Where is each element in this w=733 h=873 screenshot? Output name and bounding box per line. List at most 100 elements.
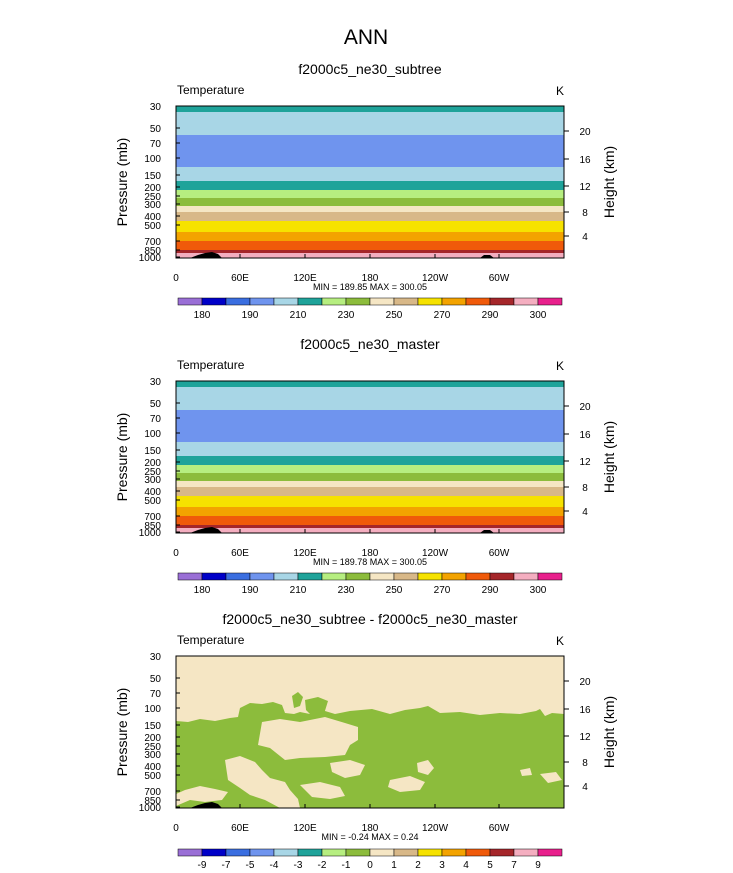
- colorbar-label: 2: [415, 860, 421, 871]
- band: [176, 496, 564, 507]
- colorbar-label: -5: [246, 860, 255, 871]
- band: [176, 507, 564, 516]
- pressure-tick: 500: [144, 221, 161, 232]
- pressure-tick: 150: [144, 446, 161, 457]
- colorbar-label: -3: [294, 860, 303, 871]
- band: [176, 190, 564, 198]
- colorbar-label: 190: [242, 585, 259, 596]
- height-tick: 16: [579, 155, 591, 166]
- colorbar-swatch: [393, 297, 419, 306]
- pressure-tick: 850: [144, 796, 161, 807]
- colorbar-swatch: [177, 572, 203, 581]
- band: [176, 516, 564, 525]
- topography: [190, 527, 222, 533]
- band: [176, 241, 564, 250]
- diff-region: [258, 717, 358, 760]
- colorbar-label: 230: [338, 310, 355, 321]
- pressure-tick: 200: [144, 733, 161, 744]
- colorbar-swatch: [345, 848, 371, 857]
- panel-master: f2000c5_ne30_master Temperature K 30 50: [114, 336, 617, 596]
- x-axis: 0 60E 120E 180 120W 60W: [173, 804, 510, 834]
- x-tick: 60E: [231, 548, 249, 559]
- band: [176, 250, 564, 253]
- pressure-tick: 700: [144, 787, 161, 798]
- colorbar-label: -1: [342, 860, 351, 871]
- x-tick: 120E: [293, 823, 317, 834]
- band: [176, 232, 564, 241]
- x-tick: 120E: [293, 548, 317, 559]
- colorbar-label: 190: [242, 310, 259, 321]
- contour-field: [176, 656, 564, 808]
- pressure-tick: 30: [150, 102, 162, 113]
- colorbar-label: 290: [482, 585, 499, 596]
- height-tick: 4: [582, 232, 588, 243]
- colorbar-swatch: [465, 572, 491, 581]
- y-axis-right: 20 16 12 8 4: [564, 677, 591, 793]
- topography: [480, 255, 494, 258]
- pressure-tick: 100: [144, 704, 161, 715]
- colorbar-swatch: [273, 297, 299, 306]
- y-axis-right-label: Height (km): [601, 421, 617, 493]
- band: [176, 181, 564, 190]
- y-axis-label: Pressure (mb): [114, 413, 130, 502]
- band: [176, 112, 564, 135]
- pressure-tick: 50: [150, 399, 162, 410]
- pressure-tick: 1000: [139, 803, 162, 814]
- colorbar-swatch: [441, 572, 467, 581]
- y-axis-left: 30 50 70 100 150 200 250 300 400 500 700…: [139, 377, 180, 539]
- colorbar-swatch: [297, 297, 323, 306]
- colorbar-label: 180: [194, 585, 211, 596]
- colorbar-swatch: [273, 572, 299, 581]
- pressure-tick: 500: [144, 496, 161, 507]
- colorbar-swatch: [369, 848, 395, 857]
- height-tick: 12: [579, 182, 591, 193]
- colorbar-label: 0: [367, 860, 373, 871]
- colorbar-swatch: [441, 848, 467, 857]
- units-label: K: [556, 634, 564, 648]
- page-title: ANN: [344, 26, 388, 49]
- colorbar-label: 210: [290, 585, 307, 596]
- colorbar: 180 190 210 230 250 270 290 300: [177, 297, 563, 321]
- colorbar-label: 180: [194, 310, 211, 321]
- colorbar-label: -7: [222, 860, 231, 871]
- y-axis-right-label: Height (km): [601, 696, 617, 768]
- colorbar-label: 210: [290, 310, 307, 321]
- y-axis-right-label: Height (km): [601, 146, 617, 218]
- topography: [190, 252, 222, 258]
- y-axis-label: Pressure (mb): [114, 688, 130, 777]
- x-tick: 120W: [422, 273, 449, 284]
- pressure-tick: 850: [144, 521, 161, 532]
- band: [176, 212, 564, 221]
- panel-subtree: f2000c5_ne30_subtree Temperature K 30 50: [114, 61, 617, 321]
- pressure-tick: 500: [144, 771, 161, 782]
- colorbar-swatch: [249, 572, 275, 581]
- band: [176, 481, 564, 487]
- colorbar-label: 250: [386, 310, 403, 321]
- colorbar-swatch: [273, 848, 299, 857]
- colorbar-swatch: [489, 848, 515, 857]
- band: [176, 381, 564, 387]
- x-axis: 0 60E 120E 180 120W 60W: [173, 254, 510, 284]
- colorbar: 180 190 210 230 250 270 290 300: [177, 572, 563, 596]
- x-tick: 120W: [422, 823, 449, 834]
- panel-title: f2000c5_ne30_subtree: [298, 61, 441, 77]
- field-label: Temperature: [177, 358, 245, 372]
- colorbar-swatch: [201, 572, 227, 581]
- colorbar-swatch: [177, 848, 203, 857]
- x-tick: 120W: [422, 548, 449, 559]
- x-tick: 180: [362, 273, 379, 284]
- pressure-tick: 300: [144, 750, 161, 761]
- contour-field: [176, 106, 564, 258]
- colorbar-label: 290: [482, 310, 499, 321]
- min-max-stats: MIN = 189.85 MAX = 300.05: [313, 282, 427, 292]
- height-tick: 20: [579, 402, 591, 413]
- colorbar-swatch: [225, 848, 251, 857]
- colorbar-label: 300: [530, 585, 547, 596]
- pressure-tick: 250: [144, 467, 161, 478]
- colorbar-swatch: [297, 848, 323, 857]
- x-tick: 60E: [231, 823, 249, 834]
- height-tick: 8: [582, 758, 588, 769]
- band: [176, 135, 564, 167]
- band: [176, 473, 564, 481]
